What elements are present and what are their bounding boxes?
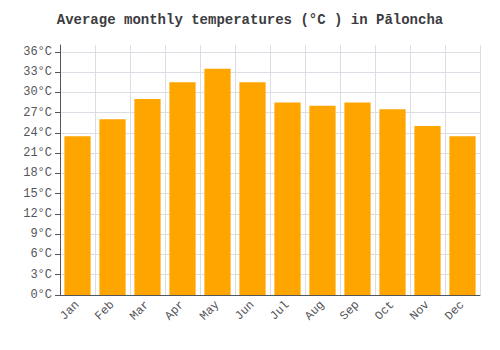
svg-text:18°C: 18°C (23, 166, 52, 180)
svg-text:Jun: Jun (232, 298, 257, 323)
svg-text:Average monthly temperatures (: Average monthly temperatures (°C ) in Pā… (57, 12, 444, 28)
svg-text:30°C: 30°C (23, 85, 52, 99)
svg-text:24°C: 24°C (23, 126, 52, 140)
svg-text:12°C: 12°C (23, 207, 52, 221)
svg-text:6°C: 6°C (30, 247, 52, 261)
svg-text:3°C: 3°C (30, 268, 52, 282)
svg-text:Jan: Jan (57, 298, 82, 323)
svg-text:Mar: Mar (127, 298, 152, 323)
svg-text:Jul: Jul (267, 298, 292, 323)
svg-text:Nov: Nov (407, 298, 432, 323)
svg-text:33°C: 33°C (23, 65, 52, 79)
svg-text:0°C: 0°C (30, 288, 52, 302)
svg-text:9°C: 9°C (30, 227, 52, 241)
svg-text:21°C: 21°C (23, 146, 52, 160)
svg-text:Oct: Oct (372, 298, 397, 323)
svg-text:May: May (197, 298, 222, 323)
svg-text:Feb: Feb (92, 298, 117, 323)
svg-text:Dec: Dec (442, 298, 467, 323)
svg-text:15°C: 15°C (23, 187, 52, 201)
svg-text:Sep: Sep (337, 298, 362, 323)
svg-text:27°C: 27°C (23, 106, 52, 120)
svg-text:36°C: 36°C (23, 45, 52, 59)
svg-text:Apr: Apr (162, 298, 187, 323)
svg-text:Aug: Aug (302, 298, 327, 323)
